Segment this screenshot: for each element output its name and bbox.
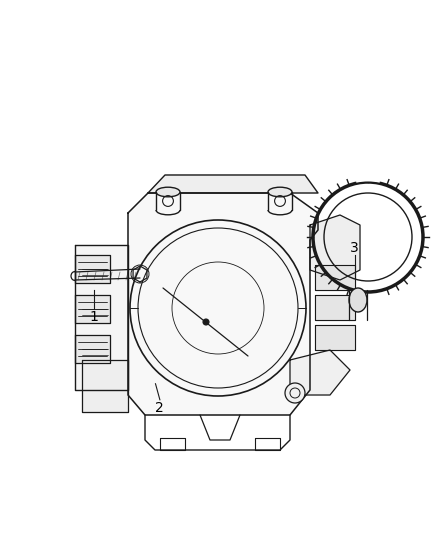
Circle shape <box>285 383 305 403</box>
Circle shape <box>203 319 209 325</box>
Polygon shape <box>315 295 355 320</box>
Polygon shape <box>310 215 360 280</box>
Text: 1: 1 <box>90 310 99 324</box>
Polygon shape <box>75 335 110 363</box>
Polygon shape <box>315 265 355 290</box>
Polygon shape <box>75 255 110 283</box>
Text: 2: 2 <box>155 401 164 415</box>
Ellipse shape <box>268 187 292 197</box>
Text: 3: 3 <box>350 241 359 255</box>
Polygon shape <box>148 175 318 193</box>
Polygon shape <box>128 193 318 415</box>
Polygon shape <box>75 245 128 390</box>
Polygon shape <box>315 325 355 350</box>
Polygon shape <box>133 266 147 282</box>
Polygon shape <box>75 295 110 323</box>
Polygon shape <box>82 360 128 412</box>
Polygon shape <box>290 350 350 395</box>
Ellipse shape <box>349 288 367 312</box>
Ellipse shape <box>156 187 180 197</box>
